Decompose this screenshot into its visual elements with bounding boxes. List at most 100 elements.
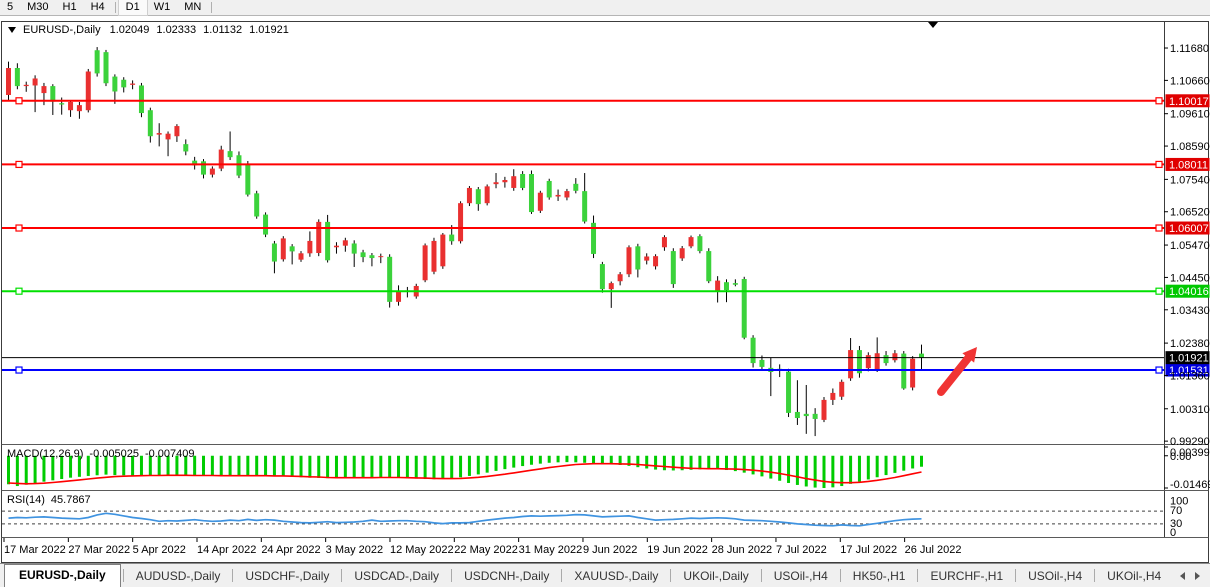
macd-histogram-bar (512, 455, 516, 468)
candle-body (803, 413, 809, 417)
tab-xauusd-daily[interactable]: XAUUSD-,Daily (574, 569, 659, 583)
timeframe-button-M30[interactable]: M30 (27, 1, 49, 13)
macd-histogram-bar (15, 455, 19, 487)
price-axis[interactable]: 1.11680 1.10660 1.09610 1.08590 1.07540 1.065… (1164, 43, 1210, 448)
candle-body (582, 191, 588, 222)
quote-open: 1.02049 (109, 24, 150, 36)
macd-histogram-bar (193, 455, 197, 476)
macd-histogram-bar (290, 455, 294, 477)
candle-body (271, 243, 277, 262)
macd-histogram-bar (654, 455, 658, 470)
tab-separator (760, 569, 762, 582)
macd-histogram-bar (911, 455, 915, 469)
macd-histogram-bar (733, 455, 737, 472)
candle-body (227, 151, 233, 158)
candle-body (325, 221, 331, 261)
candle-body (670, 251, 676, 285)
tab-separator (670, 569, 672, 582)
candle-body (786, 371, 792, 413)
arrow-annotation[interactable] (937, 347, 977, 396)
macd-histogram-bar (521, 455, 525, 467)
macd-histogram-bar (77, 455, 81, 477)
candle-body (732, 283, 738, 285)
candle-body (85, 71, 91, 111)
macd-histogram-bar (547, 455, 551, 463)
date-label: 24 Apr 2022 (261, 544, 320, 556)
macd-histogram-bar (467, 455, 471, 476)
date-label: 3 May 2022 (326, 544, 383, 556)
tab-usoil-h4[interactable]: USOil-,H4 (1028, 569, 1083, 583)
candle-body (254, 193, 260, 217)
candle-body (6, 68, 11, 95)
line-handle[interactable] (1155, 366, 1163, 374)
line-handle[interactable] (1155, 160, 1163, 169)
tab-usoil-h4[interactable]: USOil-,H4 (773, 569, 828, 583)
candle-body (307, 240, 313, 254)
hline-resistance-3[interactable]: 1.06007 (2, 221, 1210, 236)
tab-eurchf-h1[interactable]: EURCHF-,H1 (930, 569, 1004, 583)
tab-ukoil-daily[interactable]: UKOil-,Daily (683, 569, 749, 583)
tab-scroll-left-icon[interactable] (1180, 572, 1185, 580)
candle-body (573, 183, 579, 191)
line-handle[interactable] (15, 160, 23, 169)
timeframe-button-MN[interactable]: MN (184, 1, 202, 13)
macd-histogram-bar (866, 455, 870, 480)
macd-histogram-bar (388, 455, 392, 478)
price-tick-label: 1.00310 (1170, 404, 1210, 416)
line-handle[interactable] (15, 366, 23, 374)
hline-resistance-2[interactable]: 1.08011 (2, 157, 1210, 172)
line-handle[interactable] (1155, 97, 1163, 105)
line-handle[interactable] (1155, 287, 1163, 295)
candle-body (458, 203, 464, 242)
tab-usdchf-daily[interactable]: USDCHF-,Daily (245, 569, 330, 583)
tab-hk50-h1[interactable]: HK50-,H1 (852, 569, 906, 583)
timeframe-button-H1[interactable]: H1 (62, 1, 77, 13)
chart-frame (0, 15, 1210, 586)
macd-histogram-bar (485, 455, 489, 473)
date-axis[interactable]: 17 Mar 2022 27 Mar 2022 5 Apr 2022 14 Apr 2… (3, 538, 962, 556)
macd-histogram-bar (680, 455, 684, 471)
line-handle[interactable] (15, 287, 23, 295)
tab-ukoil-h4[interactable]: UKOil-,H4 (1107, 569, 1162, 583)
line-handle[interactable] (1155, 224, 1163, 232)
candle-body (174, 126, 180, 137)
macd-histogram-bar (751, 455, 755, 475)
tab-scroll-right-icon[interactable] (1195, 572, 1200, 580)
macd-histogram-bar (618, 455, 622, 465)
line-handle[interactable] (15, 97, 23, 105)
candle-body (644, 256, 650, 261)
macd-histogram-bar (334, 455, 338, 479)
macd-histogram-bar (60, 455, 64, 480)
macd-histogram-bar (840, 455, 844, 487)
macd-histogram-bar (166, 455, 170, 476)
candle-body (723, 282, 729, 291)
macd-histogram-bar (662, 455, 666, 471)
hline-support-green[interactable]: 1.04016 (2, 284, 1210, 299)
tab-usdcnh-daily[interactable]: USDCNH-,Daily (464, 569, 550, 583)
tab-usdcad-daily[interactable]: USDCAD-,Daily (354, 569, 440, 583)
timeframe-button-D1[interactable]: D1 (117, 0, 148, 16)
level-lines[interactable]: 1.10017 1.08011 1.06007 1.04016 1.01531 (2, 94, 1210, 377)
macd-histogram-bar (210, 455, 214, 476)
hline-resistance-1[interactable]: 1.10017 (2, 94, 1210, 108)
tab-audusd-daily[interactable]: AUDUSD-,Daily (135, 569, 221, 583)
candles-series (6, 47, 924, 437)
timeframe-button-H4[interactable]: H4 (90, 1, 105, 13)
rsi-axis-label: 0 (1170, 527, 1176, 539)
symbol-dropdown-icon[interactable] (8, 27, 16, 33)
tab-eurusd-daily[interactable]: EURUSD-,Daily (4, 564, 121, 587)
candle-body (449, 234, 455, 242)
macd-histogram-bar (326, 455, 330, 479)
hline-support-blue[interactable]: 1.01531 (2, 363, 1210, 378)
timeframe-button-W1[interactable]: W1 (153, 1, 171, 13)
macd-histogram-bar (219, 455, 223, 476)
line-handle[interactable] (15, 224, 23, 232)
candle-body (431, 240, 437, 272)
macd-histogram-bar (609, 455, 613, 465)
timeframe-button-5[interactable]: 5 (7, 1, 14, 13)
macd-histogram-bar (131, 455, 135, 476)
candle-body (812, 413, 818, 419)
candle-body (165, 133, 171, 140)
macd-histogram-bar (423, 455, 427, 480)
